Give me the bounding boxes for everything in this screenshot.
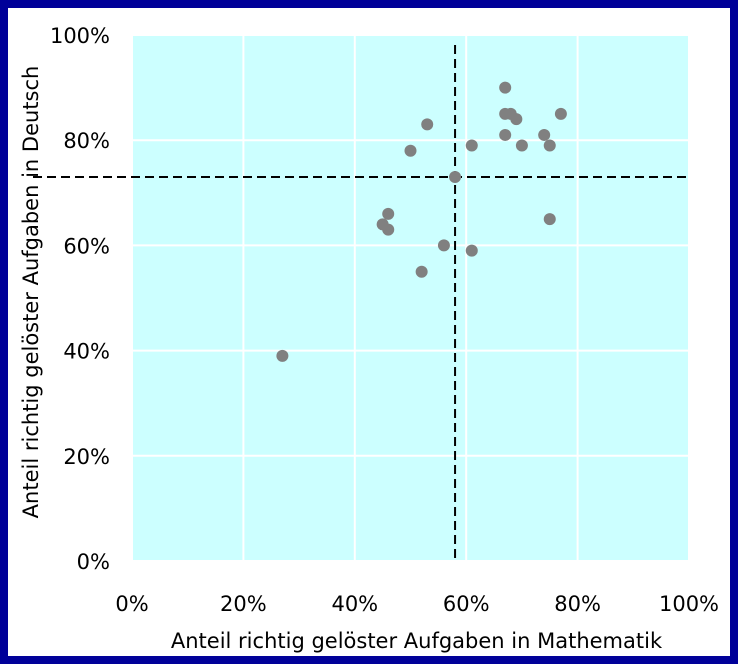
y-axis-ticks: 0% 20% 40% 60% 80% 100% xyxy=(50,24,110,574)
data-point xyxy=(543,213,556,226)
data-point xyxy=(499,128,512,141)
y-tick-label: 60% xyxy=(63,234,110,258)
x-tick-label: 40% xyxy=(331,592,378,616)
x-tick-label: 100% xyxy=(659,592,719,616)
data-point xyxy=(276,349,289,362)
data-point xyxy=(415,265,428,278)
data-point xyxy=(437,239,450,252)
x-tick-label: 60% xyxy=(443,592,490,616)
grid-lines xyxy=(131,34,690,562)
y-tick-label: 20% xyxy=(63,445,110,469)
data-point xyxy=(421,118,434,131)
x-tick-label: 20% xyxy=(220,592,267,616)
y-tick-label: 40% xyxy=(63,340,110,364)
data-points xyxy=(276,81,567,362)
data-point xyxy=(404,144,417,157)
data-point xyxy=(554,107,567,120)
reference-lines xyxy=(33,45,689,561)
x-axis-title: Anteil richtig gelöster Aufgaben in Math… xyxy=(171,629,663,653)
data-point xyxy=(499,81,512,94)
data-point xyxy=(465,139,478,152)
y-tick-label: 80% xyxy=(63,129,110,153)
plot-area xyxy=(132,35,689,561)
x-tick-label: 80% xyxy=(554,592,601,616)
data-point xyxy=(538,128,551,141)
y-tick-label: 0% xyxy=(77,550,110,574)
x-axis-ticks: 0% 20% 40% 60% 80% 100% xyxy=(115,592,719,616)
y-tick-label: 100% xyxy=(50,24,110,48)
y-axis-title: Anteil richtig gelöster Aufgaben in Deut… xyxy=(19,66,43,519)
x-tick-label: 0% xyxy=(115,592,148,616)
data-point xyxy=(465,244,478,257)
data-point xyxy=(382,207,395,220)
data-point xyxy=(510,113,523,126)
data-point xyxy=(515,139,528,152)
data-point xyxy=(449,171,462,184)
data-point xyxy=(543,139,556,152)
data-point xyxy=(382,223,395,236)
